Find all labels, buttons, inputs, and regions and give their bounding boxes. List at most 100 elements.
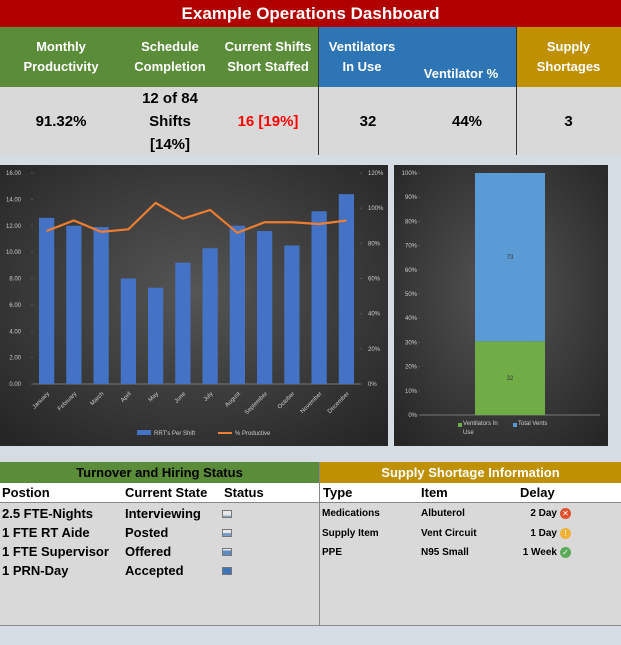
y2-tick-label: 120% xyxy=(368,171,384,177)
kpi-label: Ventilators In Use xyxy=(318,27,406,87)
legend-label: Ventilators In Use xyxy=(463,421,498,436)
dashboard-title: Example Operations Dashboard xyxy=(0,0,621,27)
combo-chart: 0.00 2.00 4.00 6.00 8.00 10.00 12.00 14.00 16.00… xyxy=(0,165,388,446)
kpi-value: 3 xyxy=(516,87,621,155)
y-tick-label: 0.00 xyxy=(9,382,21,388)
kpi-label: Ventilator % xyxy=(406,27,516,87)
legend-swatch xyxy=(458,423,462,427)
y2-tick-label: 100% xyxy=(368,206,384,212)
y-tick-label: 80% xyxy=(405,219,418,225)
column-bar xyxy=(0,483,319,503)
divider xyxy=(319,462,320,625)
status-icon xyxy=(222,567,232,575)
bar xyxy=(93,227,109,384)
delay-icon: ! xyxy=(560,527,571,539)
kpi-value: 91.32% xyxy=(0,87,122,155)
bar xyxy=(229,225,246,384)
bar xyxy=(175,262,191,384)
column-bar xyxy=(320,483,621,503)
y-tick-label: 40% xyxy=(405,316,418,322)
bar xyxy=(120,278,137,384)
bar xyxy=(338,194,355,384)
divider xyxy=(516,27,517,155)
y-tick-label: 2.00 xyxy=(9,356,21,362)
type-cell: Supply Item xyxy=(322,527,379,539)
data-label: 73 xyxy=(507,255,514,261)
legend-swatch xyxy=(513,423,517,427)
status-icon xyxy=(222,548,232,556)
legend-label: Total Vents xyxy=(518,421,548,427)
delay-cell: 2 Day xyxy=(530,508,557,519)
y-tick-label: 90% xyxy=(405,195,418,201)
kpi-value: 12 of 84 Shifts [14%] xyxy=(122,87,218,155)
bar xyxy=(284,245,300,384)
delay-cell: 1 Day xyxy=(530,527,557,539)
column-header: Postion xyxy=(2,485,50,500)
y-tick-label: 0% xyxy=(408,413,417,419)
column-header: Current State xyxy=(125,485,208,500)
y-tick-label: 10% xyxy=(405,389,418,395)
type-cell: Medications xyxy=(322,508,380,519)
bar xyxy=(66,225,82,384)
y-tick-label: 6.00 xyxy=(9,303,21,309)
kpi-label: Monthly Productivity xyxy=(0,27,122,87)
status-icon xyxy=(222,529,232,537)
y-tick-label: 100% xyxy=(402,171,418,177)
kpi-label: Current Shifts Short Staffed xyxy=(218,27,318,87)
y2-tick-label: 80% xyxy=(368,241,381,247)
chart-background xyxy=(0,165,388,446)
item-cell: N95 Small xyxy=(421,547,469,558)
line xyxy=(46,201,347,235)
state-cell: Accepted xyxy=(125,563,184,578)
legend-label-box: Total Vents xyxy=(518,421,548,427)
column-header: Status xyxy=(224,485,264,500)
delay-icon: ✕ xyxy=(560,508,571,519)
legend-label: RRT's Per Shift xyxy=(154,431,195,437)
column-header: Type xyxy=(323,485,353,500)
y2-tick-label: 20% xyxy=(368,347,381,353)
legend-swatch xyxy=(137,430,151,435)
delay-cell: 1 Week xyxy=(522,547,557,558)
bar xyxy=(38,217,55,384)
position-cell: 1 FTE Supervisor xyxy=(2,544,109,559)
legend-label: % Productive xyxy=(235,431,271,437)
bar-segment xyxy=(475,341,545,415)
y-tick-label: 30% xyxy=(405,340,418,346)
type-cell: PPE xyxy=(322,547,343,558)
bar xyxy=(202,248,218,384)
section-title: Supply Shortage Information xyxy=(320,462,621,483)
bar-segment xyxy=(475,173,545,342)
divider xyxy=(318,27,319,155)
y-tick-label: 4.00 xyxy=(9,329,21,335)
status-icon xyxy=(222,510,232,518)
y2-tick-label: 0% xyxy=(368,382,377,388)
bar xyxy=(147,287,164,384)
y-tick-label: 50% xyxy=(405,292,418,298)
legend-label-box: Ventilators In Use xyxy=(463,421,498,436)
bar xyxy=(256,231,273,384)
y-tick-label: 12.00 xyxy=(6,224,22,230)
y-tick-label: 70% xyxy=(405,244,418,250)
y-tick-label: 60% xyxy=(405,268,418,274)
state-cell: Offered xyxy=(125,544,172,559)
state-cell: Posted xyxy=(125,525,169,540)
column-header: Delay xyxy=(520,485,555,500)
y-tick-label: 16.00 xyxy=(6,171,22,177)
position-cell: 1 PRN-Day xyxy=(2,563,69,578)
kpi-label: Schedule Completion xyxy=(122,27,218,87)
data-label: 32 xyxy=(507,376,514,382)
state-cell: Interviewing xyxy=(125,506,201,521)
item-cell: Albuterol xyxy=(421,508,465,519)
item-cell: Vent Circuit xyxy=(421,527,477,539)
y-tick-label: 10.00 xyxy=(6,250,22,256)
column-header: Item xyxy=(421,485,448,500)
y2-tick-label: 60% xyxy=(368,277,381,283)
position-cell: 2.5 FTE-Nights xyxy=(2,506,94,521)
y2-tick-label: 40% xyxy=(368,312,381,318)
bar xyxy=(311,211,327,384)
kpi-value: 16 [19%] xyxy=(218,87,318,155)
kpi-value: 32 xyxy=(318,87,418,155)
kpi-value: 44% xyxy=(418,87,516,155)
position-cell: 1 FTE RT Aide xyxy=(2,525,90,540)
